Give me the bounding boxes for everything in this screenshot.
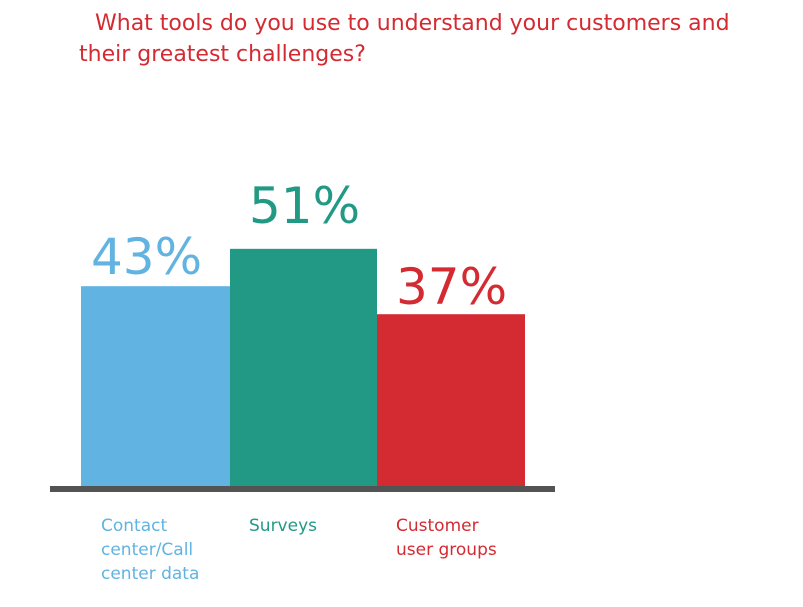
chart-title: What tools do you use to understand your… bbox=[79, 11, 730, 67]
category-label-contact-center: Contact center/Call center data bbox=[101, 516, 200, 584]
bars-layer bbox=[81, 248, 525, 487]
category-label-customer-user-groups: Customer user groups bbox=[396, 516, 497, 560]
bar-customer-user-groups bbox=[377, 314, 525, 487]
value-labels-layer: 43% 51% 37% bbox=[91, 177, 507, 316]
value-label-surveys: 51% bbox=[249, 177, 360, 235]
bar-surveys bbox=[230, 248, 377, 487]
category-label-surveys: Surveys bbox=[249, 516, 317, 536]
bar-contact-center bbox=[81, 286, 230, 487]
value-label-contact-center: 43% bbox=[91, 228, 202, 286]
value-label-customer-user-groups: 37% bbox=[396, 258, 507, 316]
chart-baseline bbox=[50, 486, 555, 492]
